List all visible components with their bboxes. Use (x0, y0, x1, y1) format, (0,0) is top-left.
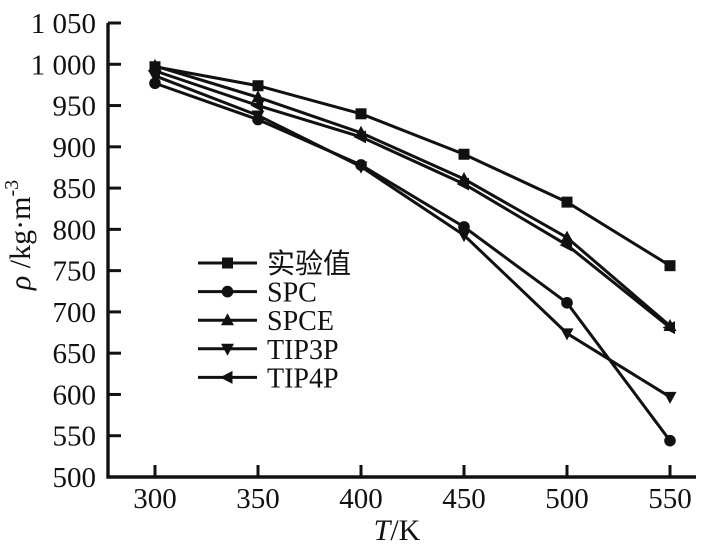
legend-marker-SPCE (221, 313, 234, 326)
series-line-实验值 (154, 65, 671, 267)
x-axis-title: T/K (374, 514, 421, 547)
series-marker-SPC (664, 434, 676, 447)
y-tick-label: 1 050 (31, 8, 96, 40)
x-tick-label: 300 (133, 483, 177, 515)
series-marker-TIP4P (147, 64, 160, 78)
x-tick-label: 550 (648, 483, 692, 515)
series-marker-SPC (561, 297, 573, 309)
series-marker-TIP3P (457, 230, 471, 243)
y-tick-label: 850 (53, 173, 97, 205)
legend-label-实验值: 实验值 (267, 248, 351, 280)
series-line-SPC (154, 81, 672, 442)
y-tick-label: 800 (53, 214, 97, 246)
legend-marker-TIP3P (221, 343, 234, 356)
legend-label-TIP4P: TIP4P (267, 363, 339, 394)
series-line-TIP4P (154, 69, 671, 329)
y-tick-label: 550 (53, 421, 97, 453)
series-marker-SPC (458, 221, 470, 233)
y-tick-label: 650 (53, 338, 97, 370)
series-marker-TIP3P (354, 161, 368, 174)
series-marker-SPCE (251, 90, 265, 103)
series-marker-实验值 (664, 260, 676, 272)
x-tick-label: 450 (442, 483, 486, 515)
x-tick-label: 350 (236, 483, 280, 515)
legend-marker-SPC (221, 285, 234, 298)
y-tick-label: 700 (53, 297, 97, 329)
y-tick-label: 600 (53, 379, 97, 411)
series-marker-TIP4P (662, 321, 675, 335)
series-marker-TIP3P (560, 328, 574, 341)
legend-marker-实验值 (222, 257, 233, 269)
y-tick-label: 900 (53, 132, 97, 164)
series-marker-TIP4P (250, 99, 263, 113)
series-marker-TIP4P (353, 130, 366, 144)
series-line-SPCE (154, 64, 671, 328)
legend-marker-TIP4P (220, 370, 233, 384)
legend-label-TIP3P: TIP3P (267, 335, 339, 366)
series-marker-实验值 (252, 80, 264, 92)
series-marker-实验值 (458, 148, 470, 160)
series-marker-TIP3P (663, 391, 677, 404)
y-tick-label: 1 000 (31, 49, 96, 81)
series-marker-TIP3P (251, 110, 265, 123)
series-marker-TIP4P (456, 177, 469, 191)
series-line-TIP3P (154, 74, 671, 399)
y-tick-label: 500 (53, 462, 97, 494)
x-tick-label: 400 (339, 483, 383, 515)
series-marker-实验值 (561, 196, 573, 208)
legend-label-SPCE: SPCE (267, 306, 334, 337)
y-tick-label: 750 (53, 256, 97, 288)
series-marker-TIP4P (559, 238, 572, 252)
series-marker-实验值 (355, 108, 367, 120)
y-axis-title: ρ /kg·m-3 (1, 180, 37, 291)
x-tick-label: 500 (545, 483, 589, 515)
series-marker-SPC (149, 77, 161, 90)
y-tick-label: 950 (53, 91, 97, 123)
legend-label-SPC: SPC (267, 278, 317, 309)
